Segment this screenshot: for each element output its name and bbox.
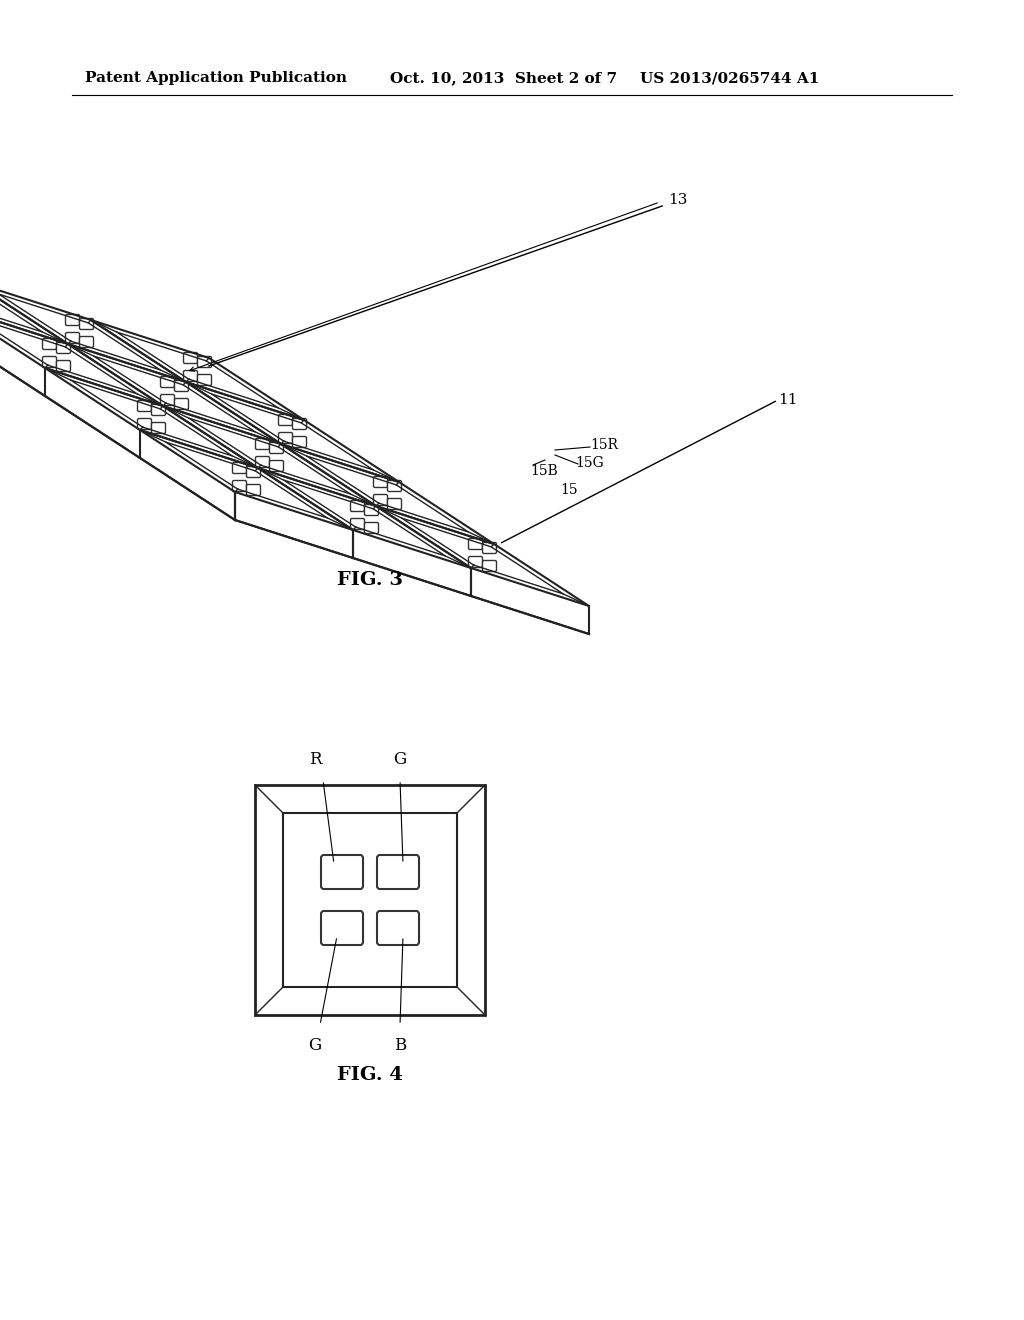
Text: Patent Application Publication: Patent Application Publication — [85, 71, 347, 84]
FancyBboxPatch shape — [56, 360, 71, 371]
FancyBboxPatch shape — [482, 543, 497, 553]
FancyBboxPatch shape — [293, 437, 306, 447]
FancyBboxPatch shape — [365, 523, 379, 533]
Text: FIG. 3: FIG. 3 — [337, 572, 403, 589]
FancyBboxPatch shape — [161, 395, 174, 405]
Text: 15R: 15R — [590, 438, 618, 451]
Text: G: G — [393, 751, 407, 768]
Text: FIG. 4: FIG. 4 — [337, 1067, 402, 1084]
FancyBboxPatch shape — [56, 342, 71, 354]
FancyBboxPatch shape — [198, 356, 212, 367]
FancyBboxPatch shape — [137, 418, 152, 429]
FancyBboxPatch shape — [152, 404, 166, 416]
FancyBboxPatch shape — [387, 499, 401, 510]
FancyBboxPatch shape — [174, 380, 188, 392]
Bar — [255, 785, 485, 1015]
FancyBboxPatch shape — [198, 375, 212, 385]
FancyBboxPatch shape — [247, 466, 260, 478]
FancyBboxPatch shape — [374, 477, 387, 487]
Text: US 2013/0265744 A1: US 2013/0265744 A1 — [640, 71, 819, 84]
Text: 15B: 15B — [530, 465, 558, 478]
FancyBboxPatch shape — [256, 457, 269, 467]
FancyBboxPatch shape — [279, 414, 293, 425]
FancyBboxPatch shape — [350, 519, 365, 529]
FancyBboxPatch shape — [183, 352, 198, 363]
FancyBboxPatch shape — [247, 484, 260, 495]
FancyBboxPatch shape — [174, 399, 188, 409]
Text: 15: 15 — [560, 483, 578, 498]
FancyBboxPatch shape — [80, 337, 93, 347]
FancyBboxPatch shape — [66, 333, 80, 343]
FancyBboxPatch shape — [350, 500, 365, 511]
FancyBboxPatch shape — [469, 539, 482, 549]
Text: B: B — [394, 1036, 407, 1053]
FancyBboxPatch shape — [279, 433, 293, 444]
FancyBboxPatch shape — [256, 438, 269, 450]
Text: 15G: 15G — [575, 455, 604, 470]
FancyBboxPatch shape — [137, 400, 152, 412]
FancyBboxPatch shape — [293, 418, 306, 429]
FancyBboxPatch shape — [80, 318, 93, 330]
FancyBboxPatch shape — [269, 461, 284, 471]
FancyBboxPatch shape — [387, 480, 401, 491]
FancyBboxPatch shape — [183, 371, 198, 381]
FancyBboxPatch shape — [232, 462, 247, 474]
FancyBboxPatch shape — [43, 338, 56, 350]
FancyBboxPatch shape — [469, 557, 482, 568]
Text: R: R — [309, 751, 322, 768]
FancyBboxPatch shape — [66, 314, 80, 326]
FancyBboxPatch shape — [377, 855, 419, 888]
FancyBboxPatch shape — [321, 911, 362, 945]
FancyBboxPatch shape — [43, 356, 56, 367]
FancyBboxPatch shape — [482, 561, 497, 572]
FancyBboxPatch shape — [232, 480, 247, 491]
Text: 13: 13 — [668, 193, 687, 207]
FancyBboxPatch shape — [161, 376, 174, 388]
FancyBboxPatch shape — [377, 911, 419, 945]
FancyBboxPatch shape — [365, 504, 379, 516]
FancyBboxPatch shape — [152, 422, 166, 433]
Text: G: G — [308, 1036, 322, 1053]
Bar — [283, 813, 457, 987]
FancyBboxPatch shape — [374, 495, 387, 506]
FancyBboxPatch shape — [321, 855, 362, 888]
FancyBboxPatch shape — [269, 442, 284, 454]
Text: Oct. 10, 2013  Sheet 2 of 7: Oct. 10, 2013 Sheet 2 of 7 — [390, 71, 617, 84]
Text: 11: 11 — [778, 393, 798, 407]
